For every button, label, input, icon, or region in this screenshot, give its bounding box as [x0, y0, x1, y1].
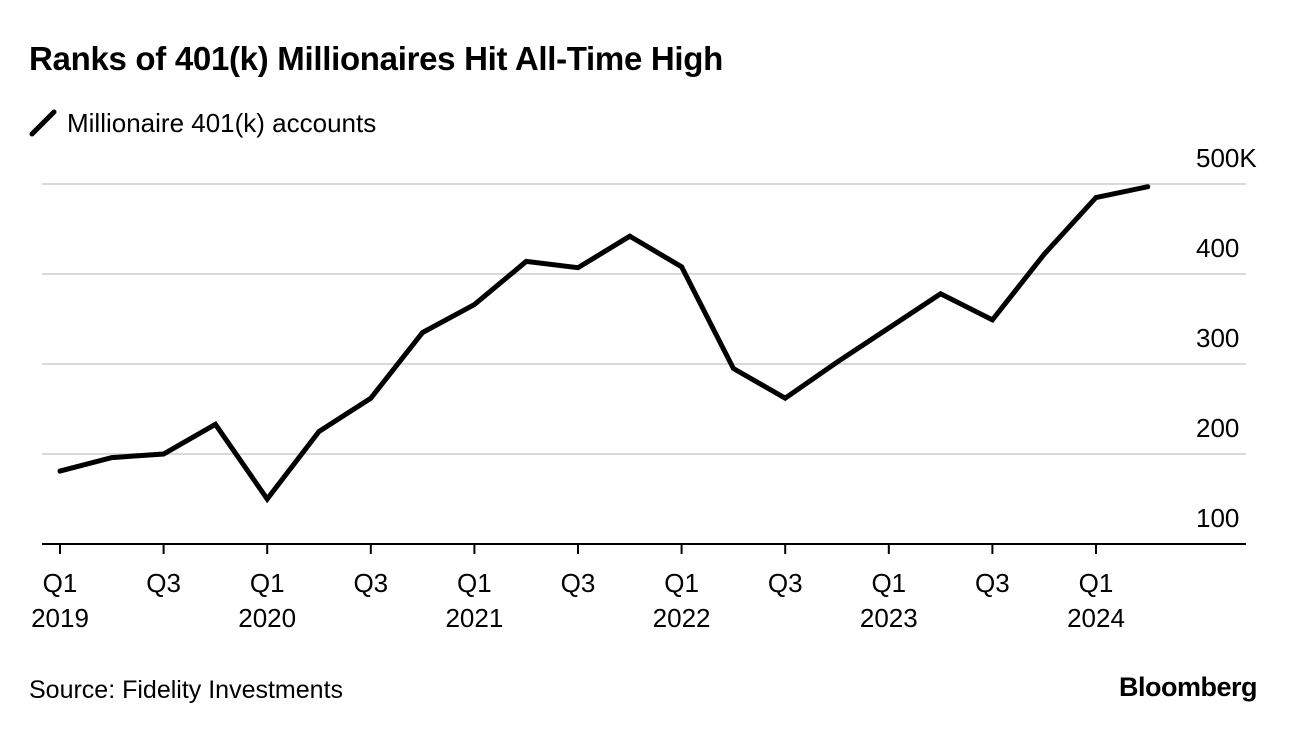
data-point [110, 456, 113, 459]
legend: Millionaire 401(k) accounts [29, 106, 376, 140]
data-point [577, 266, 580, 269]
legend-label: Millionaire 401(k) accounts [67, 107, 377, 138]
data-point [473, 303, 476, 306]
data-point [939, 292, 942, 295]
y-tick-label: 500K [1196, 143, 1257, 173]
y-axis-labels: 100 200 300 400 500K [1196, 143, 1257, 533]
x-tick-label-quarter: Q3 [561, 568, 596, 598]
data-point [266, 498, 269, 501]
data-point [991, 318, 994, 321]
data-point [680, 265, 683, 268]
x-tick-label-quarter: Q1 [871, 568, 906, 598]
x-tick-label-year: 2022 [653, 603, 711, 633]
data-point [836, 361, 839, 364]
data-point [1095, 196, 1098, 199]
data-point [784, 397, 787, 400]
x-tick-label-quarter: Q1 [43, 568, 78, 598]
x-tick-label-quarter: Q1 [250, 568, 285, 598]
x-tick-label-quarter: Q1 [457, 568, 492, 598]
x-tick-label-year: 2023 [860, 603, 918, 633]
data-point [1043, 253, 1046, 256]
x-axis: Q1 2019 Q3 Q1 2020 Q3 Q1 2021 Q3 Q1 2022 Q3 Q1 2023 Q3… [31, 543, 1246, 633]
x-tick-label-quarter: Q1 [664, 568, 699, 598]
series-group [57, 184, 1151, 504]
gridlines [42, 183, 1246, 455]
data-point [318, 430, 321, 433]
data-point [628, 235, 631, 238]
chart-title: Ranks of 401(k) Millionaires Hit All-Tim… [29, 40, 724, 77]
x-tick-label-year: 2019 [31, 603, 89, 633]
data-point [369, 397, 372, 400]
y-tick-label: 400 [1196, 233, 1239, 263]
legend-line-icon [29, 109, 57, 137]
series-line [57, 184, 1151, 504]
data-point [59, 470, 62, 473]
source-note: Source: Fidelity Investments [29, 676, 344, 704]
y-tick-label: 200 [1196, 413, 1239, 443]
y-tick-label: 300 [1196, 323, 1239, 353]
bloomberg-logo: Bloomberg [1118, 672, 1258, 702]
x-tick-label-year: 2020 [238, 603, 296, 633]
y-tick-label: 100 [1196, 503, 1239, 533]
data-point [421, 331, 424, 334]
x-tick-label-quarter: Q3 [146, 568, 181, 598]
x-tick-label-quarter: Q3 [975, 568, 1010, 598]
x-tick-label-quarter: Q1 [1079, 568, 1114, 598]
data-point [162, 453, 165, 456]
x-tick-label-quarter: Q3 [353, 568, 388, 598]
x-tick-label-year: 2021 [445, 603, 503, 633]
data-point [214, 423, 217, 426]
x-tick-label-quarter: Q3 [768, 568, 803, 598]
x-tick-label-year: 2024 [1067, 603, 1125, 633]
data-point [525, 260, 528, 263]
data-point [732, 367, 735, 370]
data-point [887, 327, 890, 330]
data-point [1146, 185, 1149, 188]
